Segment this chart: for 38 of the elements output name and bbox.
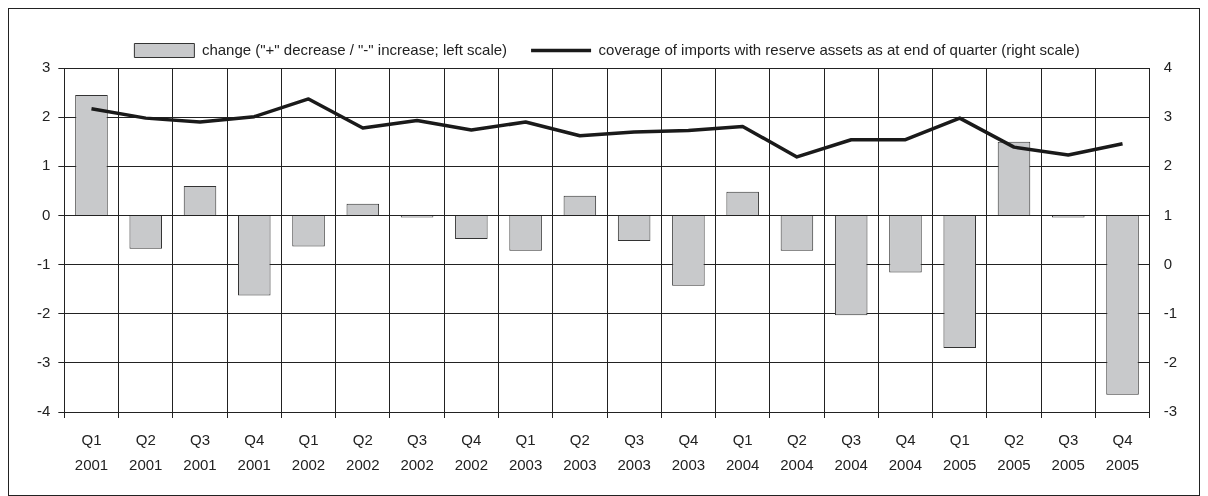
x-tick-label: Q1 2003 [508,430,543,474]
y-tick-label: -1 [36,254,51,272]
legend-label: change ("+" decrease / "-" increase; left scale) [201,40,508,58]
y-tick-label: 2 [41,107,51,125]
x-tick-label: Q3 2004 [834,430,868,474]
x-tick-label: Q4 2001 [237,430,271,474]
x-tick-label: Q2 2001 [129,430,163,474]
x-tick-label: Q4 2002 [454,430,489,474]
y2-tick-label: -1 [1163,303,1178,321]
x-tick-label: Q2 2004 [780,430,814,474]
y-tick-label: -2 [36,303,51,321]
x-tick-label: Q1 2005 [943,430,977,474]
y2-tick-label: 4 [1163,58,1173,76]
y2-tick-label: 0 [1163,254,1173,272]
y2-tick-label: 3 [1163,107,1173,125]
x-tick-label: Q2 2002 [346,430,380,474]
x-tick-label: Q4 2005 [1105,430,1140,474]
y2-tick-label: -3 [1163,402,1178,420]
x-tick-label: Q3 2003 [617,430,651,474]
x-tick-label: Q1 2004 [725,430,760,474]
y-tick-label: -4 [36,402,51,420]
x-tick-label: Q1 2002 [291,430,326,474]
x-tick-label: Q4 2004 [888,430,923,474]
x-tick-label: Q2 2005 [997,430,1031,474]
y2-tick-label: 2 [1163,156,1173,174]
x-tick-label: Q3 2001 [183,430,217,474]
x-tick-label: Q2 2003 [563,430,597,474]
x-tick-label: Q1 2001 [74,430,109,474]
y2-tick-label: -2 [1163,353,1178,370]
y2-tick-label: 1 [1163,205,1173,223]
x-tick-label: Q4 2003 [671,430,706,474]
x-tick-label: Q3 2005 [1051,430,1085,474]
y-tick-label: 3 [41,58,51,76]
y-tick-label: -3 [36,353,51,370]
x-tick-label: Q3 2002 [400,430,434,474]
y-tick-label: 0 [41,205,51,223]
y-tick-label: 1 [41,156,51,174]
legend-label: coverage of imports with reserve assets as at end of quarter (right scale) [598,40,1080,58]
